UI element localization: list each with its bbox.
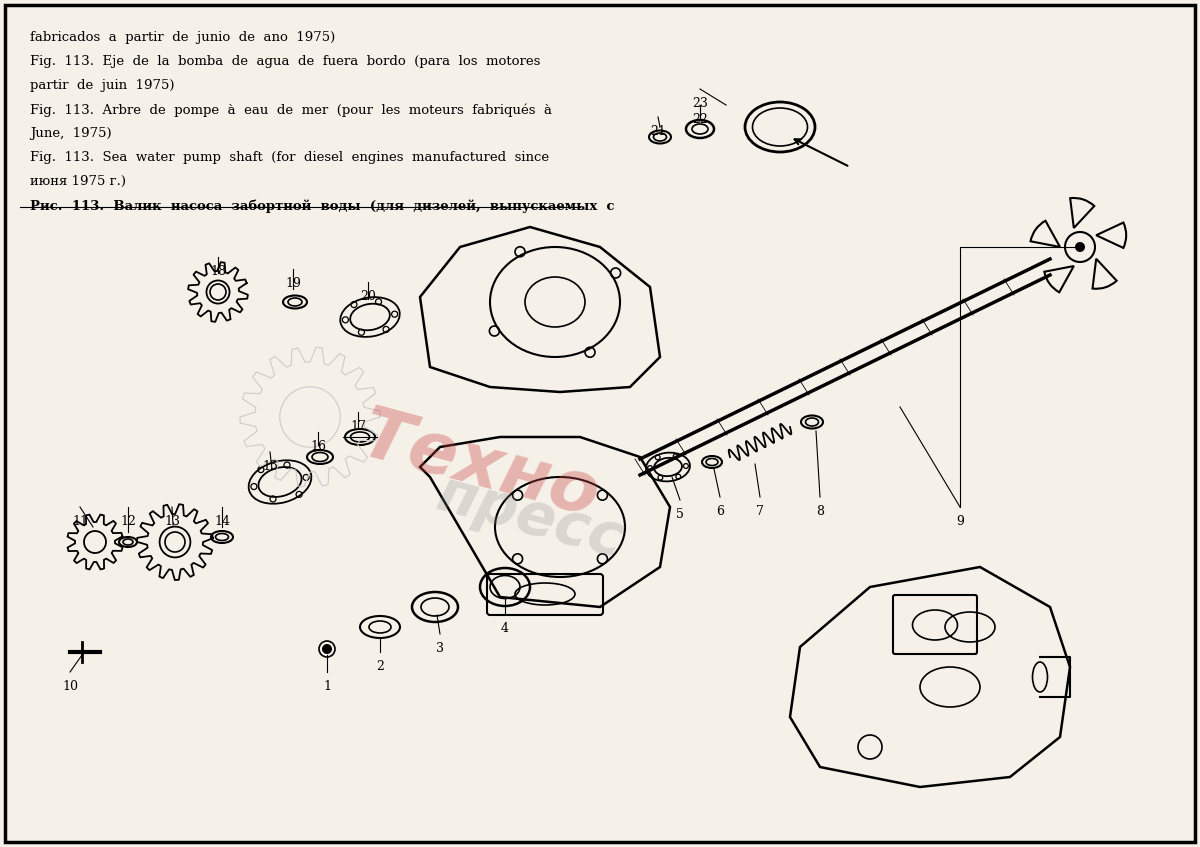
Text: 20: 20 xyxy=(360,290,376,303)
Circle shape xyxy=(322,644,332,654)
Text: 5: 5 xyxy=(676,508,684,521)
Text: 3: 3 xyxy=(436,642,444,655)
Text: Fig.  113.  Sea  water  pump  shaft  (for  diesel  engines  manufactured  since: Fig. 113. Sea water pump shaft (for dies… xyxy=(30,151,550,164)
Text: 10: 10 xyxy=(62,680,78,693)
Text: Рис.  113.  Валик  насоса  забортной  воды  (для  дизелей,  выпускаемых  с: Рис. 113. Валик насоса забортной воды (д… xyxy=(30,199,614,213)
Text: июня 1975 г.): июня 1975 г.) xyxy=(30,175,126,188)
Text: 11: 11 xyxy=(72,515,88,528)
Text: 19: 19 xyxy=(286,277,301,290)
Text: Fig.  113.  Eje  de  la  bomba  de  agua  de  fuera  bordo  (para  los  motores: Fig. 113. Eje de la bomba de agua de fue… xyxy=(30,55,540,68)
Text: 2: 2 xyxy=(376,660,384,673)
Text: 18: 18 xyxy=(210,265,226,278)
Text: 12: 12 xyxy=(120,515,136,528)
Text: 6: 6 xyxy=(716,505,724,518)
Text: 1: 1 xyxy=(323,680,331,693)
Text: 4: 4 xyxy=(502,622,509,635)
Text: 13: 13 xyxy=(164,515,180,528)
Text: partir  de  juin  1975): partir de juin 1975) xyxy=(30,79,174,92)
Text: 15: 15 xyxy=(262,460,278,473)
Text: 17: 17 xyxy=(350,420,366,433)
Text: 7: 7 xyxy=(756,505,764,518)
Text: Техно: Техно xyxy=(353,402,607,532)
Text: 14: 14 xyxy=(214,515,230,528)
Text: 9: 9 xyxy=(956,515,964,528)
Text: June,  1975): June, 1975) xyxy=(30,127,112,140)
Text: 21: 21 xyxy=(650,125,666,138)
Text: 23: 23 xyxy=(692,97,708,110)
Text: fabricados  a  partir  de  junio  de  ano  1975): fabricados a partir de junio de ano 1975… xyxy=(30,31,335,44)
Text: Fig.  113.  Arbre  de  pompe  à  eau  de  mer  (pour  les  moteurs  fabriqués  à: Fig. 113. Arbre de pompe à eau de mer (p… xyxy=(30,103,552,117)
Circle shape xyxy=(1075,242,1085,252)
Text: 22: 22 xyxy=(692,113,708,126)
Text: пресс: пресс xyxy=(431,465,630,569)
Text: 16: 16 xyxy=(310,440,326,453)
Text: 8: 8 xyxy=(816,505,824,518)
